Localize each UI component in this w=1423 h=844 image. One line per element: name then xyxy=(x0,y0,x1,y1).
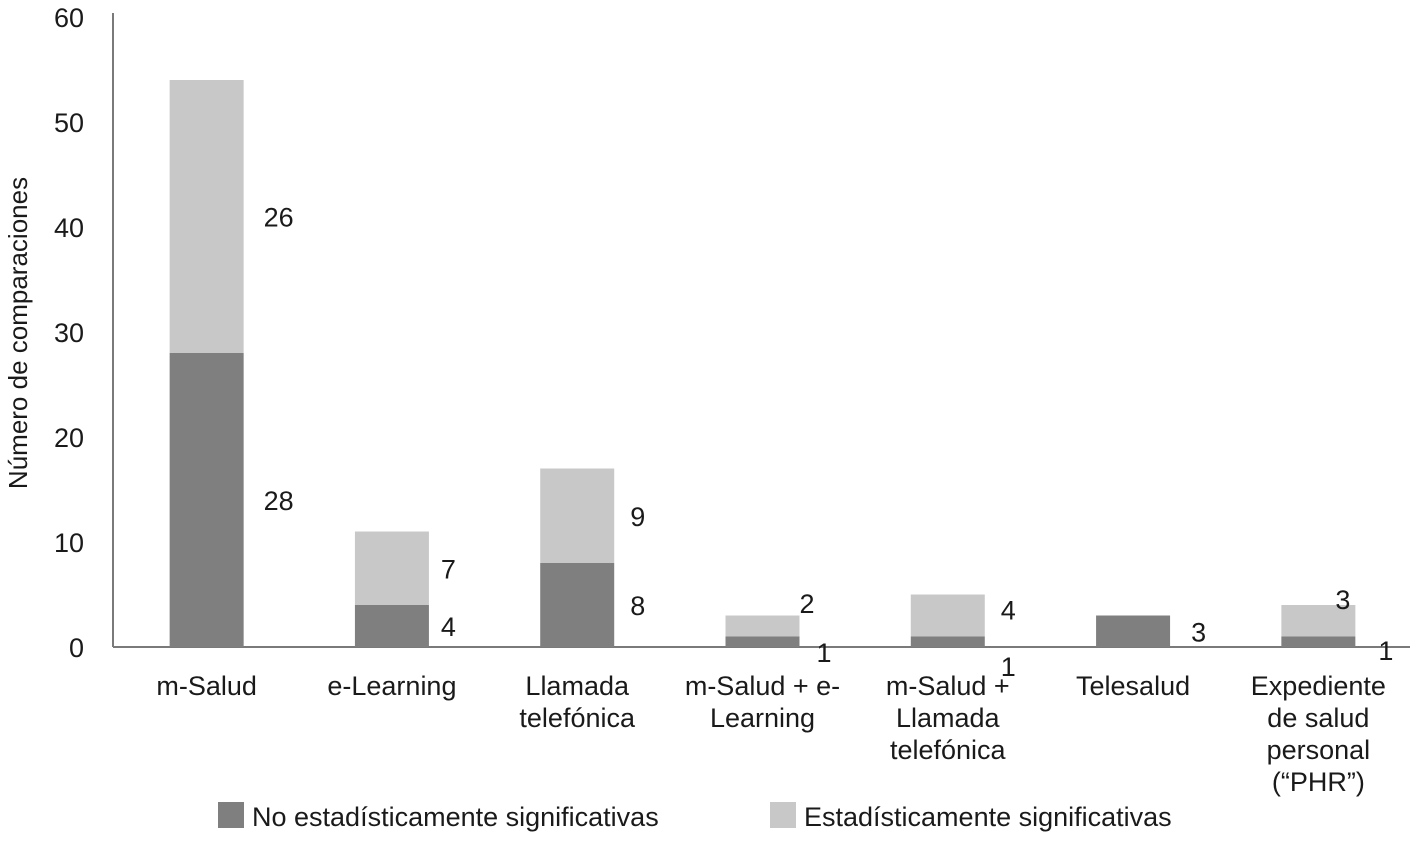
y-axis-title: Número de comparaciones xyxy=(3,177,33,489)
x-tick-label: telefónica xyxy=(890,735,1007,765)
x-tick-label: Llamada xyxy=(525,671,630,701)
legend-label: Estadísticamente significativas xyxy=(804,802,1172,832)
category-labels: m-Salud e-Learning Llamadatelefónicam-Salu… xyxy=(156,671,1386,797)
bar-segment-no-significativas xyxy=(1281,636,1356,647)
axes: 0 10 20 30 40 50 60 xyxy=(54,3,1410,663)
data-label: 28 xyxy=(264,486,294,516)
bar-segment-no-significativas xyxy=(910,636,985,647)
bars xyxy=(169,80,1356,647)
y-tick-label: 0 xyxy=(69,633,84,663)
bar-segment-significativas xyxy=(910,594,985,637)
data-label: 1 xyxy=(1001,652,1016,682)
data-label: 2 xyxy=(800,589,815,619)
data-label: 4 xyxy=(1001,596,1016,626)
y-tick-label: 30 xyxy=(54,318,84,348)
y-tick-label: 50 xyxy=(54,108,84,138)
x-tick-label: m-Salud + e- xyxy=(685,671,840,701)
y-tick-label: 20 xyxy=(54,423,84,453)
data-label: 4 xyxy=(441,612,456,642)
data-label: 3 xyxy=(1191,617,1206,647)
bar-segment-significativas xyxy=(725,615,800,637)
data-label: 26 xyxy=(264,203,294,233)
y-tick-label: 40 xyxy=(54,213,84,243)
data-label: 1 xyxy=(1378,636,1393,666)
bar-segment-significativas xyxy=(169,80,244,353)
bar-segment-no-significativas xyxy=(725,636,800,647)
x-tick-label: Expediente xyxy=(1251,671,1386,701)
x-tick-label: m-Salud + xyxy=(886,671,1010,701)
bar-segment-significativas xyxy=(540,468,615,563)
x-tick-label: e-Learning xyxy=(327,671,456,701)
legend-swatch-no-significativas xyxy=(218,802,244,828)
y-tick-label: 60 xyxy=(54,3,84,33)
x-tick-label: Learning xyxy=(710,703,815,733)
x-tick-label: (“PHR”) xyxy=(1272,767,1365,797)
bar-segment-significativas xyxy=(354,531,429,605)
bar-segment-no-significativas xyxy=(1096,615,1171,647)
data-label: 9 xyxy=(630,502,645,532)
x-tick-label: m-Salud xyxy=(156,671,257,701)
x-tick-label: telefónica xyxy=(519,703,636,733)
legend: No estadísticamente significativas Estadí… xyxy=(218,802,1172,832)
legend-label: No estadísticamente significativas xyxy=(252,802,659,832)
data-label: 7 xyxy=(441,554,456,584)
legend-swatch-significativas xyxy=(770,802,796,828)
data-label: 8 xyxy=(630,591,645,621)
x-tick-label: Llamada xyxy=(896,703,1001,733)
bar-segment-no-significativas xyxy=(169,353,244,647)
x-tick-label: de salud xyxy=(1267,703,1369,733)
x-tick-label: Telesalud xyxy=(1076,671,1190,701)
y-tick-label: 10 xyxy=(54,528,84,558)
data-label: 1 xyxy=(817,638,832,668)
bar-segment-significativas xyxy=(1281,605,1356,637)
data-label: 3 xyxy=(1335,585,1350,615)
x-tick-label: personal xyxy=(1267,735,1371,765)
bar-segment-no-significativas xyxy=(354,605,429,647)
bar-segment-no-significativas xyxy=(540,563,615,647)
